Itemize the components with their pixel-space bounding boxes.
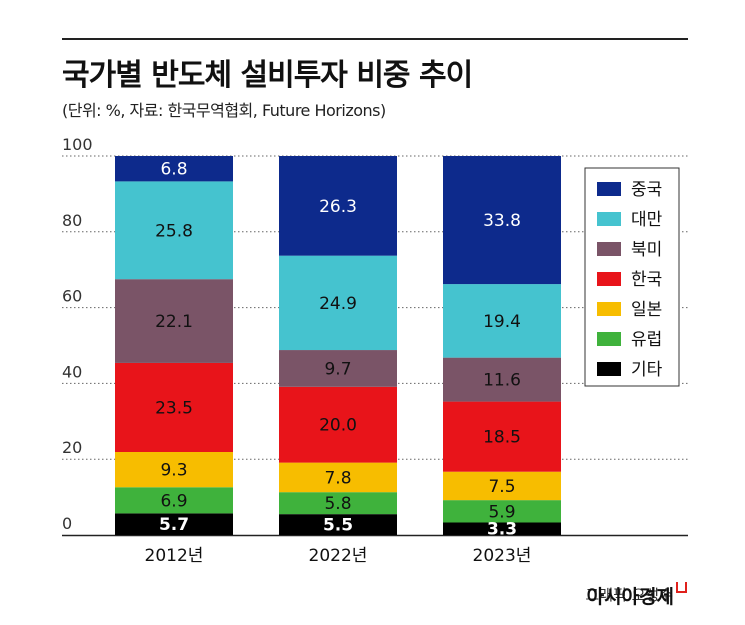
bar-segment — [443, 156, 561, 285]
bar-value-label: 23.5 — [155, 398, 193, 418]
bar-value-label: 5.8 — [324, 494, 351, 514]
bar-segment — [443, 471, 561, 501]
bar-value-label: 26.3 — [319, 197, 357, 217]
legend-swatch — [597, 272, 621, 286]
bar-segment — [115, 156, 233, 182]
bar-value-label: 5.5 — [323, 516, 353, 536]
legend-label: 유럽 — [631, 330, 662, 350]
x-axis-ticks: 2012년 2022년 2023년 — [145, 546, 532, 566]
chart-title: 국가별 반도체 설비투자 비중 추이 — [62, 58, 473, 93]
legend-swatch — [597, 212, 621, 226]
bar-segment — [279, 462, 397, 493]
value-labels: 5.7 6.9 9.3 23.5 22.1 25.8 6.8 5.55.8 7.8 20.0 9.7… — [155, 160, 521, 540]
bar-value-label: 5.9 — [488, 502, 515, 522]
bar-segment — [443, 500, 561, 523]
legend-label: 한국 — [631, 270, 662, 290]
graphic-credit: 그래픽 오성수 — [585, 586, 673, 604]
bar-value-label: 24.9 — [319, 294, 357, 314]
legend-swatch — [597, 242, 621, 256]
legend-label: 기타 — [631, 360, 663, 380]
y-tick-label: 0 — [62, 514, 72, 533]
bar-segment — [443, 284, 561, 358]
bar-segment — [279, 386, 397, 463]
bar-value-label: 6.9 — [160, 491, 187, 511]
brand-logo: 아시아경제 — [587, 582, 687, 609]
bar-value-label: 25.8 — [155, 221, 193, 241]
legend-label: 중국 — [631, 180, 662, 200]
y-axis-ticks: 0 20 40 60 80 100 — [62, 135, 93, 533]
x-tick-label: 2023년 — [473, 546, 532, 566]
bar-value-label: 22.1 — [155, 312, 193, 332]
bar-segment — [279, 156, 397, 256]
chart-subtitle: (단위: %, 자료: 한국무역협회, Future Horizons) — [62, 101, 386, 120]
legend-swatch — [597, 332, 621, 346]
brand-name: 아시아경제 — [586, 586, 674, 608]
legend-label: 일본 — [631, 300, 662, 320]
y-tick-label: 40 — [62, 362, 82, 381]
bar-segment — [115, 451, 233, 488]
bar-segment — [443, 522, 561, 535]
bar-value-label: 19.4 — [483, 312, 521, 332]
bar-value-label: 7.5 — [488, 477, 515, 497]
bar-segment — [279, 350, 397, 387]
bar-value-label: 7.8 — [324, 468, 351, 488]
bar-value-label: 18.5 — [483, 428, 521, 448]
legend-swatch — [597, 182, 621, 196]
bar-segment — [443, 401, 561, 472]
bar-segment — [279, 492, 397, 515]
bar-value-label: 9.3 — [160, 461, 187, 481]
top-rule — [62, 38, 688, 40]
y-tick-label: 100 — [62, 135, 93, 154]
legend-label: 북미 — [631, 240, 662, 260]
bar-segment — [279, 255, 397, 351]
x-tick-label: 2012년 — [145, 546, 204, 566]
bar-segment — [115, 181, 233, 280]
bar-value-label: 11.6 — [483, 371, 521, 391]
bar-segment — [443, 357, 561, 402]
bar-value-label: 3.3 — [487, 520, 517, 540]
bar-value-label: 20.0 — [319, 416, 357, 436]
bar-value-label: 5.7 — [159, 515, 189, 535]
bar-segment — [115, 362, 233, 452]
y-tick-label: 80 — [62, 211, 82, 230]
bar-value-label: 33.8 — [483, 211, 521, 231]
y-tick-label: 60 — [62, 287, 82, 306]
legend-swatch — [597, 362, 621, 376]
bars — [115, 156, 561, 535]
x-tick-label: 2022년 — [309, 546, 368, 566]
y-tick-label: 20 — [62, 438, 82, 457]
bar-segment — [115, 279, 233, 363]
bar-segment — [115, 487, 233, 514]
brand-mark-icon — [676, 582, 687, 593]
legend-label: 대만 — [631, 210, 663, 230]
bar-value-label: 6.8 — [160, 160, 187, 180]
bar-segment — [279, 514, 397, 535]
bar-segment — [115, 513, 233, 535]
bar-value-label: 9.7 — [324, 359, 351, 379]
legend-swatch — [597, 302, 621, 316]
